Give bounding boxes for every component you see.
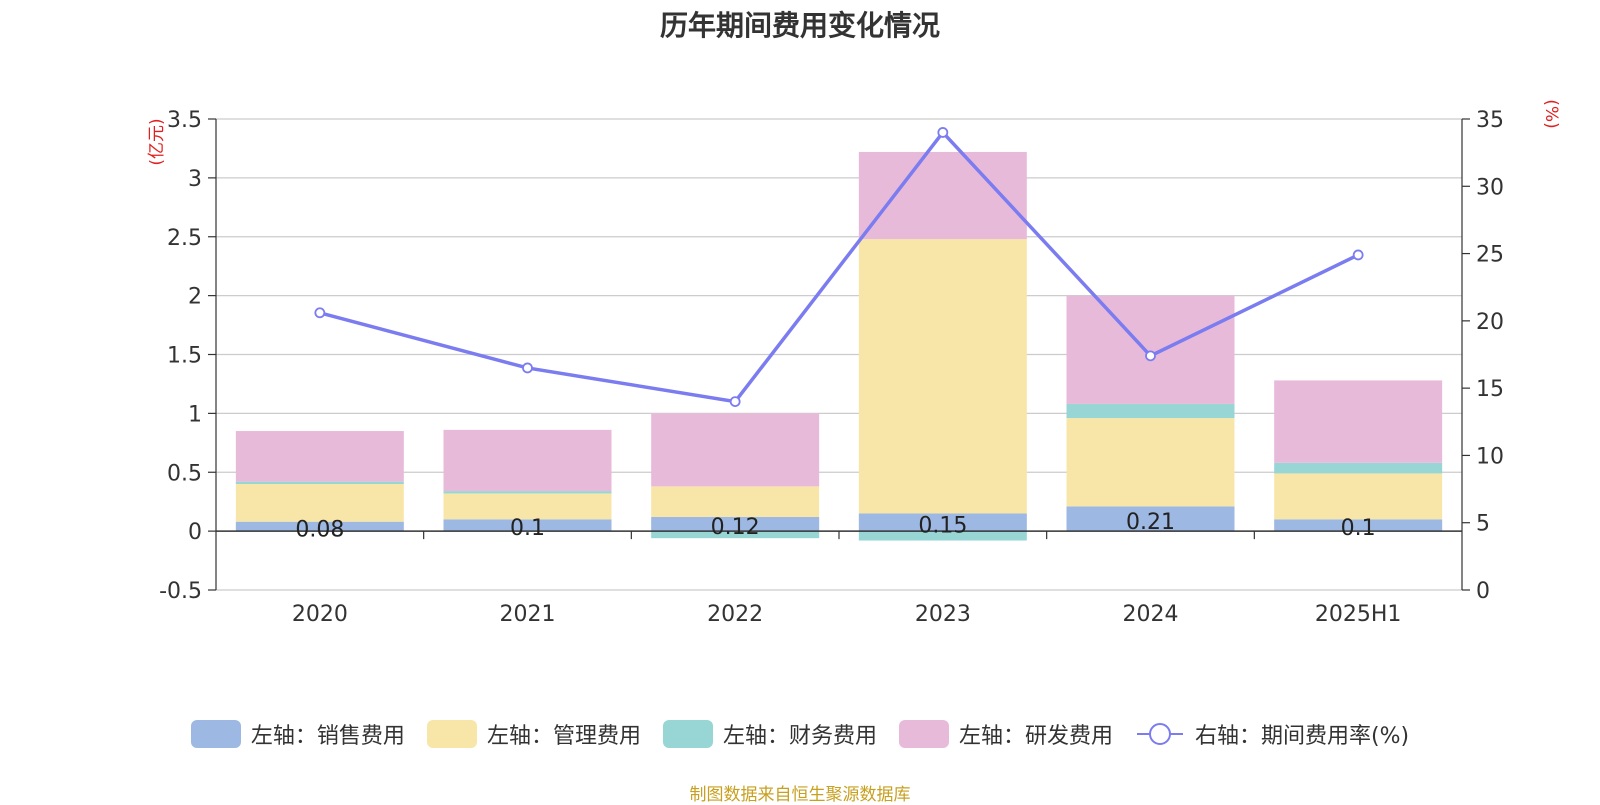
y-left-tick-label: 0.5	[167, 461, 202, 486]
data-label: 0.1	[1341, 516, 1376, 541]
bar	[443, 493, 612, 520]
bar	[858, 239, 1027, 514]
y-left-tick-label: 1	[188, 402, 202, 427]
legend-label: 左轴：管理费用	[486, 724, 641, 749]
legend-item[interactable]: 右轴：期间费用率(%)	[1135, 718, 1409, 750]
data-label: 0.21	[1126, 510, 1175, 535]
bar	[1066, 418, 1235, 507]
bar	[1274, 462, 1443, 474]
y-left-tick-label: -0.5	[159, 579, 202, 604]
bar	[443, 429, 612, 492]
bar	[1066, 403, 1235, 419]
y-left-tick-label: 3.5	[167, 108, 202, 133]
legend-line-swatch	[1136, 723, 1183, 745]
bar	[858, 513, 1027, 532]
legend: 左轴：销售费用 左轴：管理费用 左轴：财务费用 左轴：研发费用 右轴：期间费用率(%)	[0, 718, 1600, 750]
bar	[858, 151, 1027, 240]
y-left-tick-label: 2.5	[167, 226, 202, 251]
y-left-tick-label: 1.5	[167, 344, 202, 369]
x-tick-label: 2023	[915, 602, 971, 627]
legend-label: 左轴：财务费用	[722, 724, 877, 749]
bar	[235, 484, 404, 522]
data-label: 0.1	[510, 516, 545, 541]
x-tick-label: 2024	[1123, 602, 1179, 627]
legend-item[interactable]: 左轴：研发费用	[898, 718, 1113, 750]
legend-label: 左轴：研发费用	[958, 724, 1113, 749]
bar	[1274, 473, 1443, 520]
bar	[651, 413, 820, 487]
grid-lines	[216, 118, 1462, 591]
line-point	[522, 362, 533, 374]
bar	[1274, 519, 1443, 532]
y-right-tick-label: 10	[1476, 444, 1504, 469]
x-tick-label: 2021	[500, 602, 556, 627]
bar	[651, 531, 820, 539]
bar	[235, 521, 404, 532]
line-point	[1145, 350, 1156, 362]
y-right-tick-label: 35	[1476, 108, 1504, 133]
bar	[235, 431, 404, 482]
legend-item[interactable]: 左轴：管理费用	[426, 718, 641, 750]
y-right-tick-label: 25	[1476, 243, 1504, 268]
y-left-tick-label: 3	[188, 167, 202, 192]
y-right-tick-label: 0	[1476, 579, 1490, 604]
y-right-tick-label: 15	[1476, 377, 1504, 402]
source-note: 制图数据来自恒生聚源数据库	[689, 785, 911, 805]
legend-label: 右轴：期间费用率(%)	[1194, 724, 1410, 749]
legend-swatch	[662, 720, 713, 748]
bar	[1066, 295, 1235, 404]
y-right-unit: (%)	[1541, 99, 1561, 128]
line-point	[937, 127, 949, 138]
data-labels: 0.08 0.1 0.12 0.15 0.21 0.1	[295, 510, 1375, 543]
legend-swatch	[898, 720, 949, 748]
bar	[443, 519, 612, 532]
legend-item[interactable]: 左轴：销售费用	[190, 718, 405, 750]
bar	[651, 516, 820, 532]
y-left-unit: (亿元)	[147, 118, 167, 165]
y-right-tick-label: 20	[1476, 310, 1504, 335]
x-tick-label: 2022	[707, 602, 763, 627]
bar	[858, 531, 1027, 541]
chart-title: 历年期间费用变化情况	[659, 9, 940, 42]
legend-swatch	[190, 720, 241, 748]
y-left-tick-label: 0	[188, 520, 202, 545]
data-label: 0.08	[295, 517, 344, 542]
data-label: 0.12	[711, 515, 760, 540]
x-tick-label: 2025H1	[1315, 602, 1402, 627]
legend-label: 左轴：销售费用	[250, 724, 405, 749]
bar	[1274, 380, 1443, 463]
y-right-tick-label: 5	[1476, 512, 1490, 537]
bar	[443, 491, 612, 494]
data-label: 0.15	[918, 513, 967, 538]
y-right-tick-label: 30	[1476, 175, 1504, 200]
axes: -0.5 0 0.5 1 1.5 2 2.5 3 3.5 0 5 10 15 20 25 30 35 (亿元) (%…	[147, 99, 1561, 627]
y-left-tick-label: 2	[188, 285, 202, 310]
bar	[651, 486, 820, 517]
legend-item[interactable]: 左轴：财务费用	[662, 718, 877, 750]
bar	[235, 481, 404, 485]
bar	[1066, 506, 1235, 532]
line-point	[314, 307, 326, 319]
rate-line-path	[319, 129, 1359, 404]
line-point	[729, 396, 741, 408]
x-tick-label: 2020	[292, 602, 348, 627]
bars	[235, 151, 1443, 541]
line-point	[1352, 249, 1364, 261]
rate-line	[314, 127, 1364, 408]
chart-canvas: -0.5 0 0.5 1 1.5 2 2.5 3 3.5 0 5 10 15 20 25 30 35 (亿元) (%…	[147, 99, 1561, 627]
legend-swatch	[426, 720, 477, 748]
